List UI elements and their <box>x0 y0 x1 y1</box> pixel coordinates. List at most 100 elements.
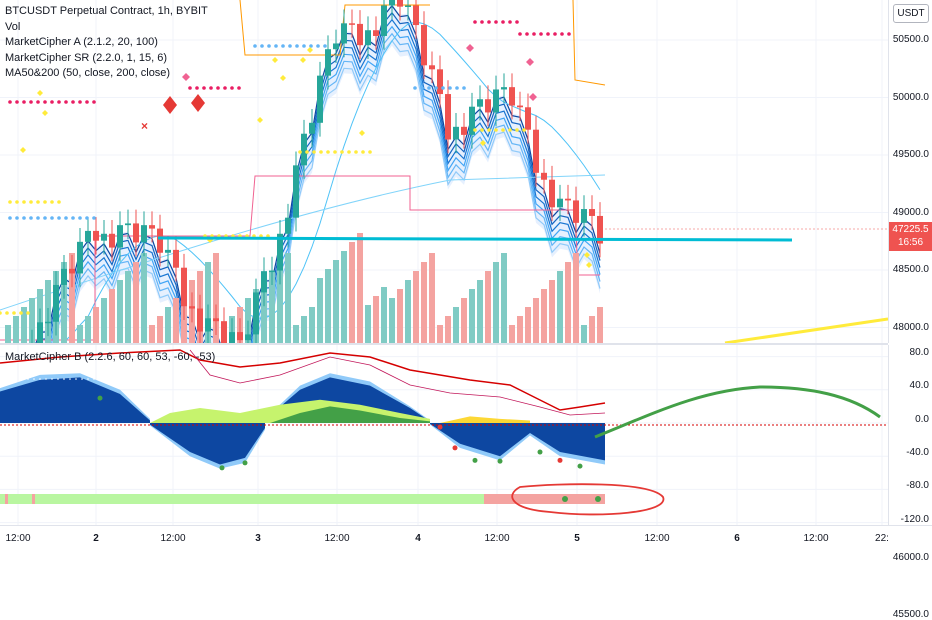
candle[interactable] <box>77 241 83 274</box>
symbol-title[interactable]: BTCUSDT Perpetual Contract, 1h, BYBIT <box>5 5 208 17</box>
candle[interactable] <box>573 200 579 223</box>
candle[interactable] <box>261 271 267 293</box>
candle[interactable] <box>253 292 259 335</box>
candle[interactable] <box>117 225 123 248</box>
candle[interactable] <box>397 0 403 7</box>
candle[interactable] <box>269 270 275 273</box>
volume-bar <box>285 253 291 343</box>
candle[interactable] <box>445 94 451 140</box>
candle[interactable] <box>429 65 435 70</box>
candle[interactable] <box>309 122 315 134</box>
legend-ma[interactable]: MA50&200 (50, close, 200, close) <box>5 67 171 79</box>
candle[interactable] <box>301 133 307 166</box>
candle[interactable] <box>533 129 539 173</box>
candle[interactable] <box>53 284 59 322</box>
candle[interactable] <box>357 23 363 46</box>
candle[interactable] <box>413 5 419 26</box>
candle[interactable] <box>461 126 467 135</box>
time-axis[interactable]: 12:00 2 12:00 3 12:00 4 12:00 5 12:00 6 12:00 22: <box>0 525 932 551</box>
candle[interactable] <box>125 223 131 226</box>
candle[interactable] <box>221 321 227 343</box>
oscillator-scale[interactable]: 80.0 40.0 0.0 -40.0 -80.0 -120.0 <box>888 345 932 525</box>
legend-marketcipher-b[interactable]: MarketCipher B (2.2.6, 60, 60, 53, -60, … <box>5 351 216 363</box>
legend-vol[interactable]: Vol <box>5 20 21 33</box>
horizontal-support-line[interactable] <box>157 236 793 242</box>
candle[interactable] <box>229 332 235 343</box>
candle[interactable] <box>405 5 411 8</box>
sr-dot <box>202 86 206 90</box>
candle[interactable] <box>173 249 179 268</box>
price-scale[interactable]: 50500.0 50000.0 49500.0 49000.0 48500.0 48000… <box>888 0 932 620</box>
candle[interactable] <box>61 268 67 285</box>
candle[interactable] <box>517 105 523 108</box>
candle[interactable] <box>597 215 603 244</box>
candle[interactable] <box>557 198 563 208</box>
candle[interactable] <box>469 106 475 135</box>
candle[interactable] <box>37 322 43 343</box>
candle[interactable] <box>285 217 291 234</box>
candle[interactable] <box>389 0 395 6</box>
volume-bar <box>469 289 475 343</box>
candle[interactable] <box>581 209 587 223</box>
drawn-trend-line[interactable] <box>724 317 888 343</box>
candle[interactable] <box>365 30 371 46</box>
volume-bar <box>141 253 147 343</box>
candle[interactable] <box>501 87 507 90</box>
candle[interactable] <box>213 318 219 322</box>
candle[interactable] <box>205 318 211 332</box>
volume-bar <box>269 271 275 343</box>
candle[interactable] <box>277 233 283 271</box>
candle[interactable] <box>485 99 491 113</box>
legend-marketcipher-sr[interactable]: MarketCipher SR (2.2.0, 1, 15, 6) <box>5 51 168 64</box>
candle[interactable] <box>109 233 115 248</box>
candle[interactable] <box>477 99 483 107</box>
price-chart-pane[interactable]: × <box>0 0 888 343</box>
candle[interactable] <box>317 75 323 123</box>
candle[interactable] <box>293 165 299 218</box>
oscillator-pane[interactable] <box>0 345 888 525</box>
candle[interactable] <box>133 223 139 243</box>
candle[interactable] <box>237 332 243 341</box>
candle[interactable] <box>245 334 251 341</box>
candle[interactable] <box>45 321 51 324</box>
candle[interactable] <box>421 25 427 66</box>
candle[interactable] <box>437 69 443 95</box>
candle[interactable] <box>101 233 107 241</box>
candle[interactable] <box>197 308 203 332</box>
candle[interactable] <box>69 268 75 274</box>
candle[interactable] <box>565 198 571 201</box>
ema-ribbon-line <box>52 39 601 343</box>
candle[interactable] <box>341 23 347 44</box>
drawn-highlight-ellipse[interactable] <box>511 483 665 516</box>
candle[interactable] <box>453 126 459 140</box>
candle[interactable] <box>149 225 155 229</box>
candle[interactable] <box>549 179 555 208</box>
candle[interactable] <box>141 225 147 243</box>
candle[interactable] <box>589 209 595 216</box>
candle[interactable] <box>165 249 171 253</box>
sell-signal-diamond[interactable] <box>191 94 205 112</box>
candle[interactable] <box>181 267 187 307</box>
sell-signal-diamond[interactable] <box>163 96 177 114</box>
candle[interactable] <box>349 23 355 25</box>
price-chart-canvas[interactable]: × <box>0 0 888 343</box>
candle[interactable] <box>381 5 387 36</box>
candle[interactable] <box>525 107 531 130</box>
legend-marketcipher-a[interactable]: MarketCipher A (2.1.2, 20, 100) <box>5 36 158 48</box>
candle[interactable] <box>325 49 331 76</box>
candle[interactable] <box>509 87 515 106</box>
oscillator-canvas[interactable] <box>0 345 888 525</box>
candle[interactable] <box>373 30 379 36</box>
candle[interactable] <box>333 43 339 50</box>
candle[interactable] <box>541 172 547 180</box>
pane-separator[interactable] <box>0 343 888 345</box>
candle[interactable] <box>93 230 99 241</box>
candle[interactable] <box>85 230 91 242</box>
candle[interactable] <box>189 306 195 309</box>
currency-selector[interactable]: USDT <box>893 4 929 23</box>
sr-dot <box>223 86 227 90</box>
candle[interactable] <box>157 228 163 253</box>
volume-bar <box>349 242 355 343</box>
drawn-projection-curve[interactable] <box>594 385 881 439</box>
candle[interactable] <box>493 89 499 113</box>
